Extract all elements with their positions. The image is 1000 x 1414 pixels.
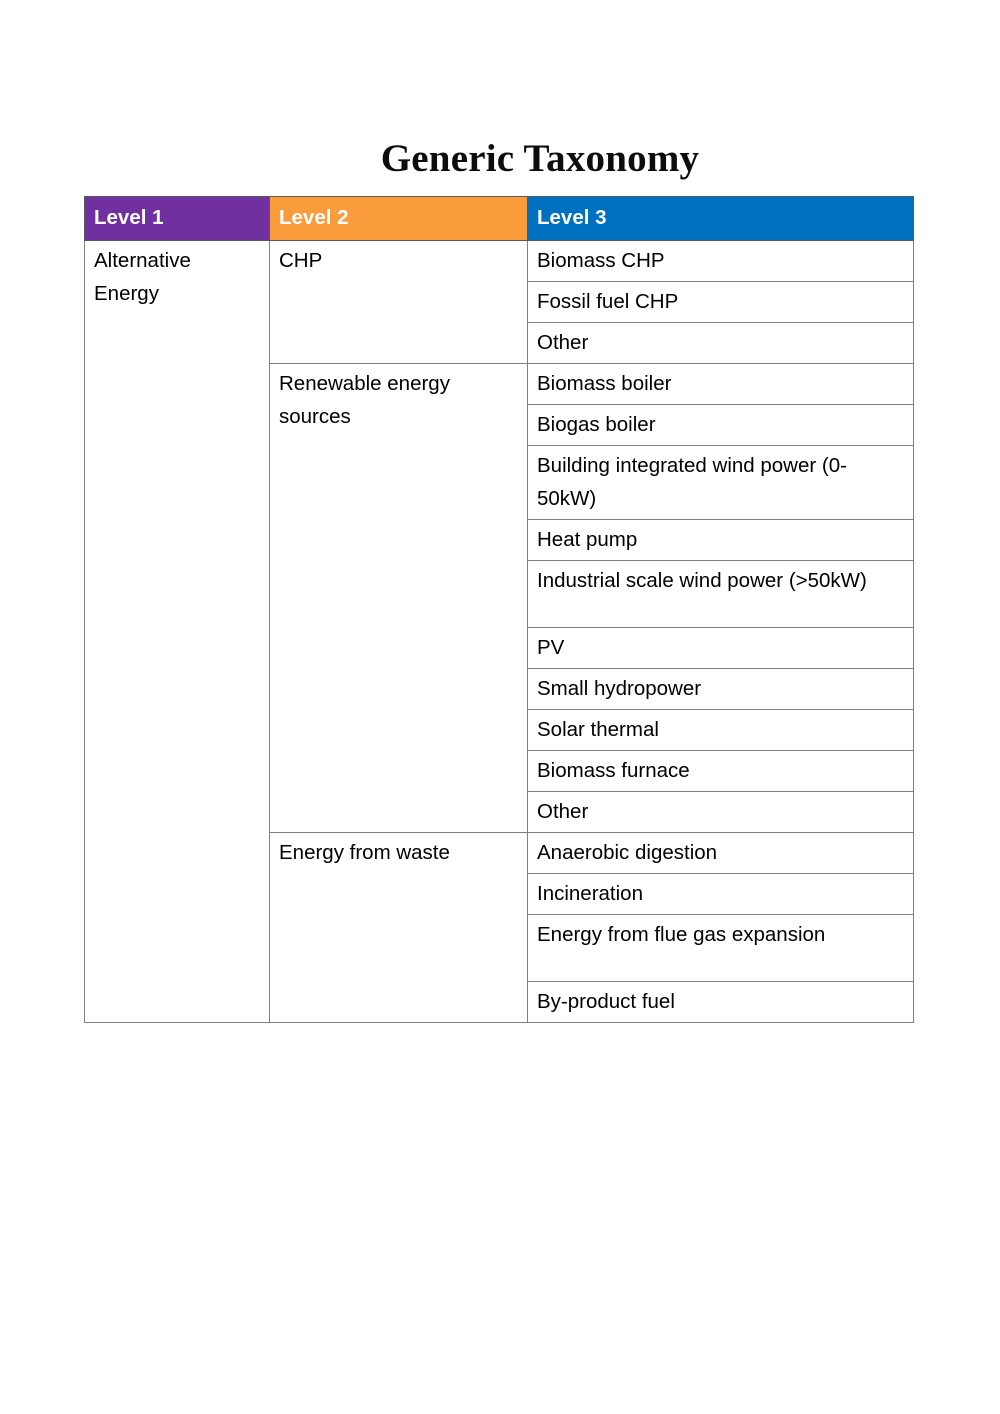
cell-level-3: Energy from flue gas expansion: [527, 914, 914, 982]
column-header-level-2: Level 2: [269, 196, 528, 241]
table-row: Small hydropower: [85, 668, 914, 710]
table-row: Alternative Energy CHP Biomass CHP: [84, 240, 914, 1023]
table-header: Level 1 Level 2 Level 3: [84, 196, 914, 241]
table-row: Incineration: [85, 873, 914, 915]
cell-level-3: Incineration: [527, 873, 914, 915]
cell-level-2: Energy from waste: [269, 832, 528, 1023]
table-header-row: Level 1 Level 2 Level 3: [84, 196, 914, 241]
cell-level-2: Renewable energy sources: [269, 363, 528, 833]
cell-level-3: Biomass CHP: [527, 240, 914, 282]
cell-level-3: Industrial scale wind power (>50kW): [527, 560, 914, 628]
cell-level-3: Solar thermal: [527, 709, 914, 751]
cell-level-3: Building integrated wind power (0-50kW): [527, 445, 914, 520]
cell-level-3: Other: [527, 322, 914, 364]
table-row: Building integrated wind power (0-50kW): [85, 445, 914, 520]
cell-level-3: Small hydropower: [527, 668, 914, 710]
cell-level-3: Other: [527, 791, 914, 833]
cell-level-3: Biomass boiler: [527, 363, 914, 405]
table-row: Other: [85, 322, 914, 364]
taxonomy-table: Level 1 Level 2 Level 3 Alternative Ener…: [84, 196, 914, 1023]
table-row: Energy from waste Anaerobic digestion: [85, 832, 914, 1023]
cell-level-2: CHP: [269, 240, 528, 364]
cell-level-3: Biogas boiler: [527, 404, 914, 446]
cell-level-3: Biomass furnace: [527, 750, 914, 792]
cell-level-1: Alternative Energy: [84, 240, 270, 1023]
table-row: Biogas boiler: [85, 404, 914, 446]
cell-level-3: By-product fuel: [527, 981, 914, 1023]
table-row: By-product fuel: [85, 981, 914, 1023]
table-body: Alternative Energy CHP Biomass CHP Fossil f…: [84, 240, 914, 1023]
table-row: Industrial scale wind power (>50kW): [85, 560, 914, 628]
table-row: Fossil fuel CHP: [85, 281, 914, 323]
column-header-level-3: Level 3: [527, 196, 914, 241]
table-row: Energy from flue gas expansion: [85, 914, 914, 982]
cell-level-3: Heat pump: [527, 519, 914, 561]
column-header-level-1: Level 1: [84, 196, 270, 241]
cell-level-3: PV: [527, 627, 914, 669]
cell-level-3: Anaerobic digestion: [527, 832, 914, 874]
page-title: Generic Taxonomy: [380, 137, 700, 180]
table-row: Heat pump: [85, 519, 914, 561]
table-row: Other: [85, 791, 914, 833]
cell-level-3: Fossil fuel CHP: [527, 281, 914, 323]
